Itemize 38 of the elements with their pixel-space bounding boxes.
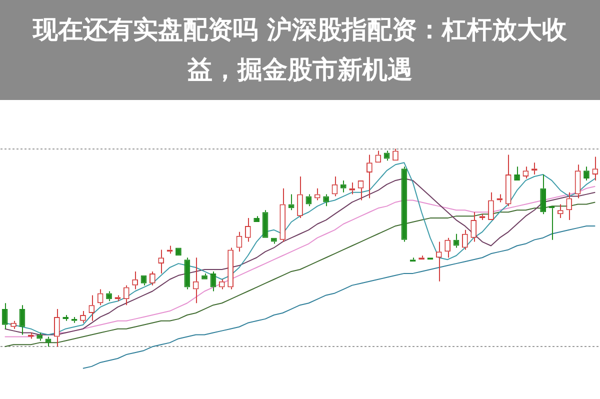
candlestick [149,270,156,286]
candlestick [566,192,572,221]
candlestick [470,212,477,242]
candlestick [140,275,147,286]
candlestick [262,210,268,238]
candlestick [45,336,52,348]
candlestick [2,302,8,330]
candlestick [574,164,581,199]
candlestick [123,284,130,306]
candlestick [332,176,338,197]
candlestick [340,180,346,193]
candlestick [19,304,26,336]
candlestick [540,174,546,215]
candlestick [184,257,190,290]
candlestick [202,272,208,280]
candlestick [228,247,234,290]
candlestick [444,237,451,258]
candlestick [210,270,216,292]
candlestick [106,290,112,302]
candlestick [323,194,329,207]
candlestick [558,204,564,219]
candlestick [314,188,320,201]
candlestick [462,229,468,250]
candlestick [280,188,286,242]
candlestick [401,166,408,242]
candlestick [488,192,494,220]
candlestick [271,238,277,244]
candlestick [244,218,251,242]
candlestick [54,308,60,348]
candlestick [288,194,294,211]
candlestick [505,154,512,207]
candlestick [366,154,372,199]
chart-title: 现在还有实盘配资吗 沪深股指配资：杠杆放大收益，掘金股市新机遇 [31,14,568,86]
candlestick [297,176,303,219]
candlestick [62,314,69,322]
candlestick [10,320,16,330]
candlestick [392,148,398,161]
candlestick [97,288,104,306]
